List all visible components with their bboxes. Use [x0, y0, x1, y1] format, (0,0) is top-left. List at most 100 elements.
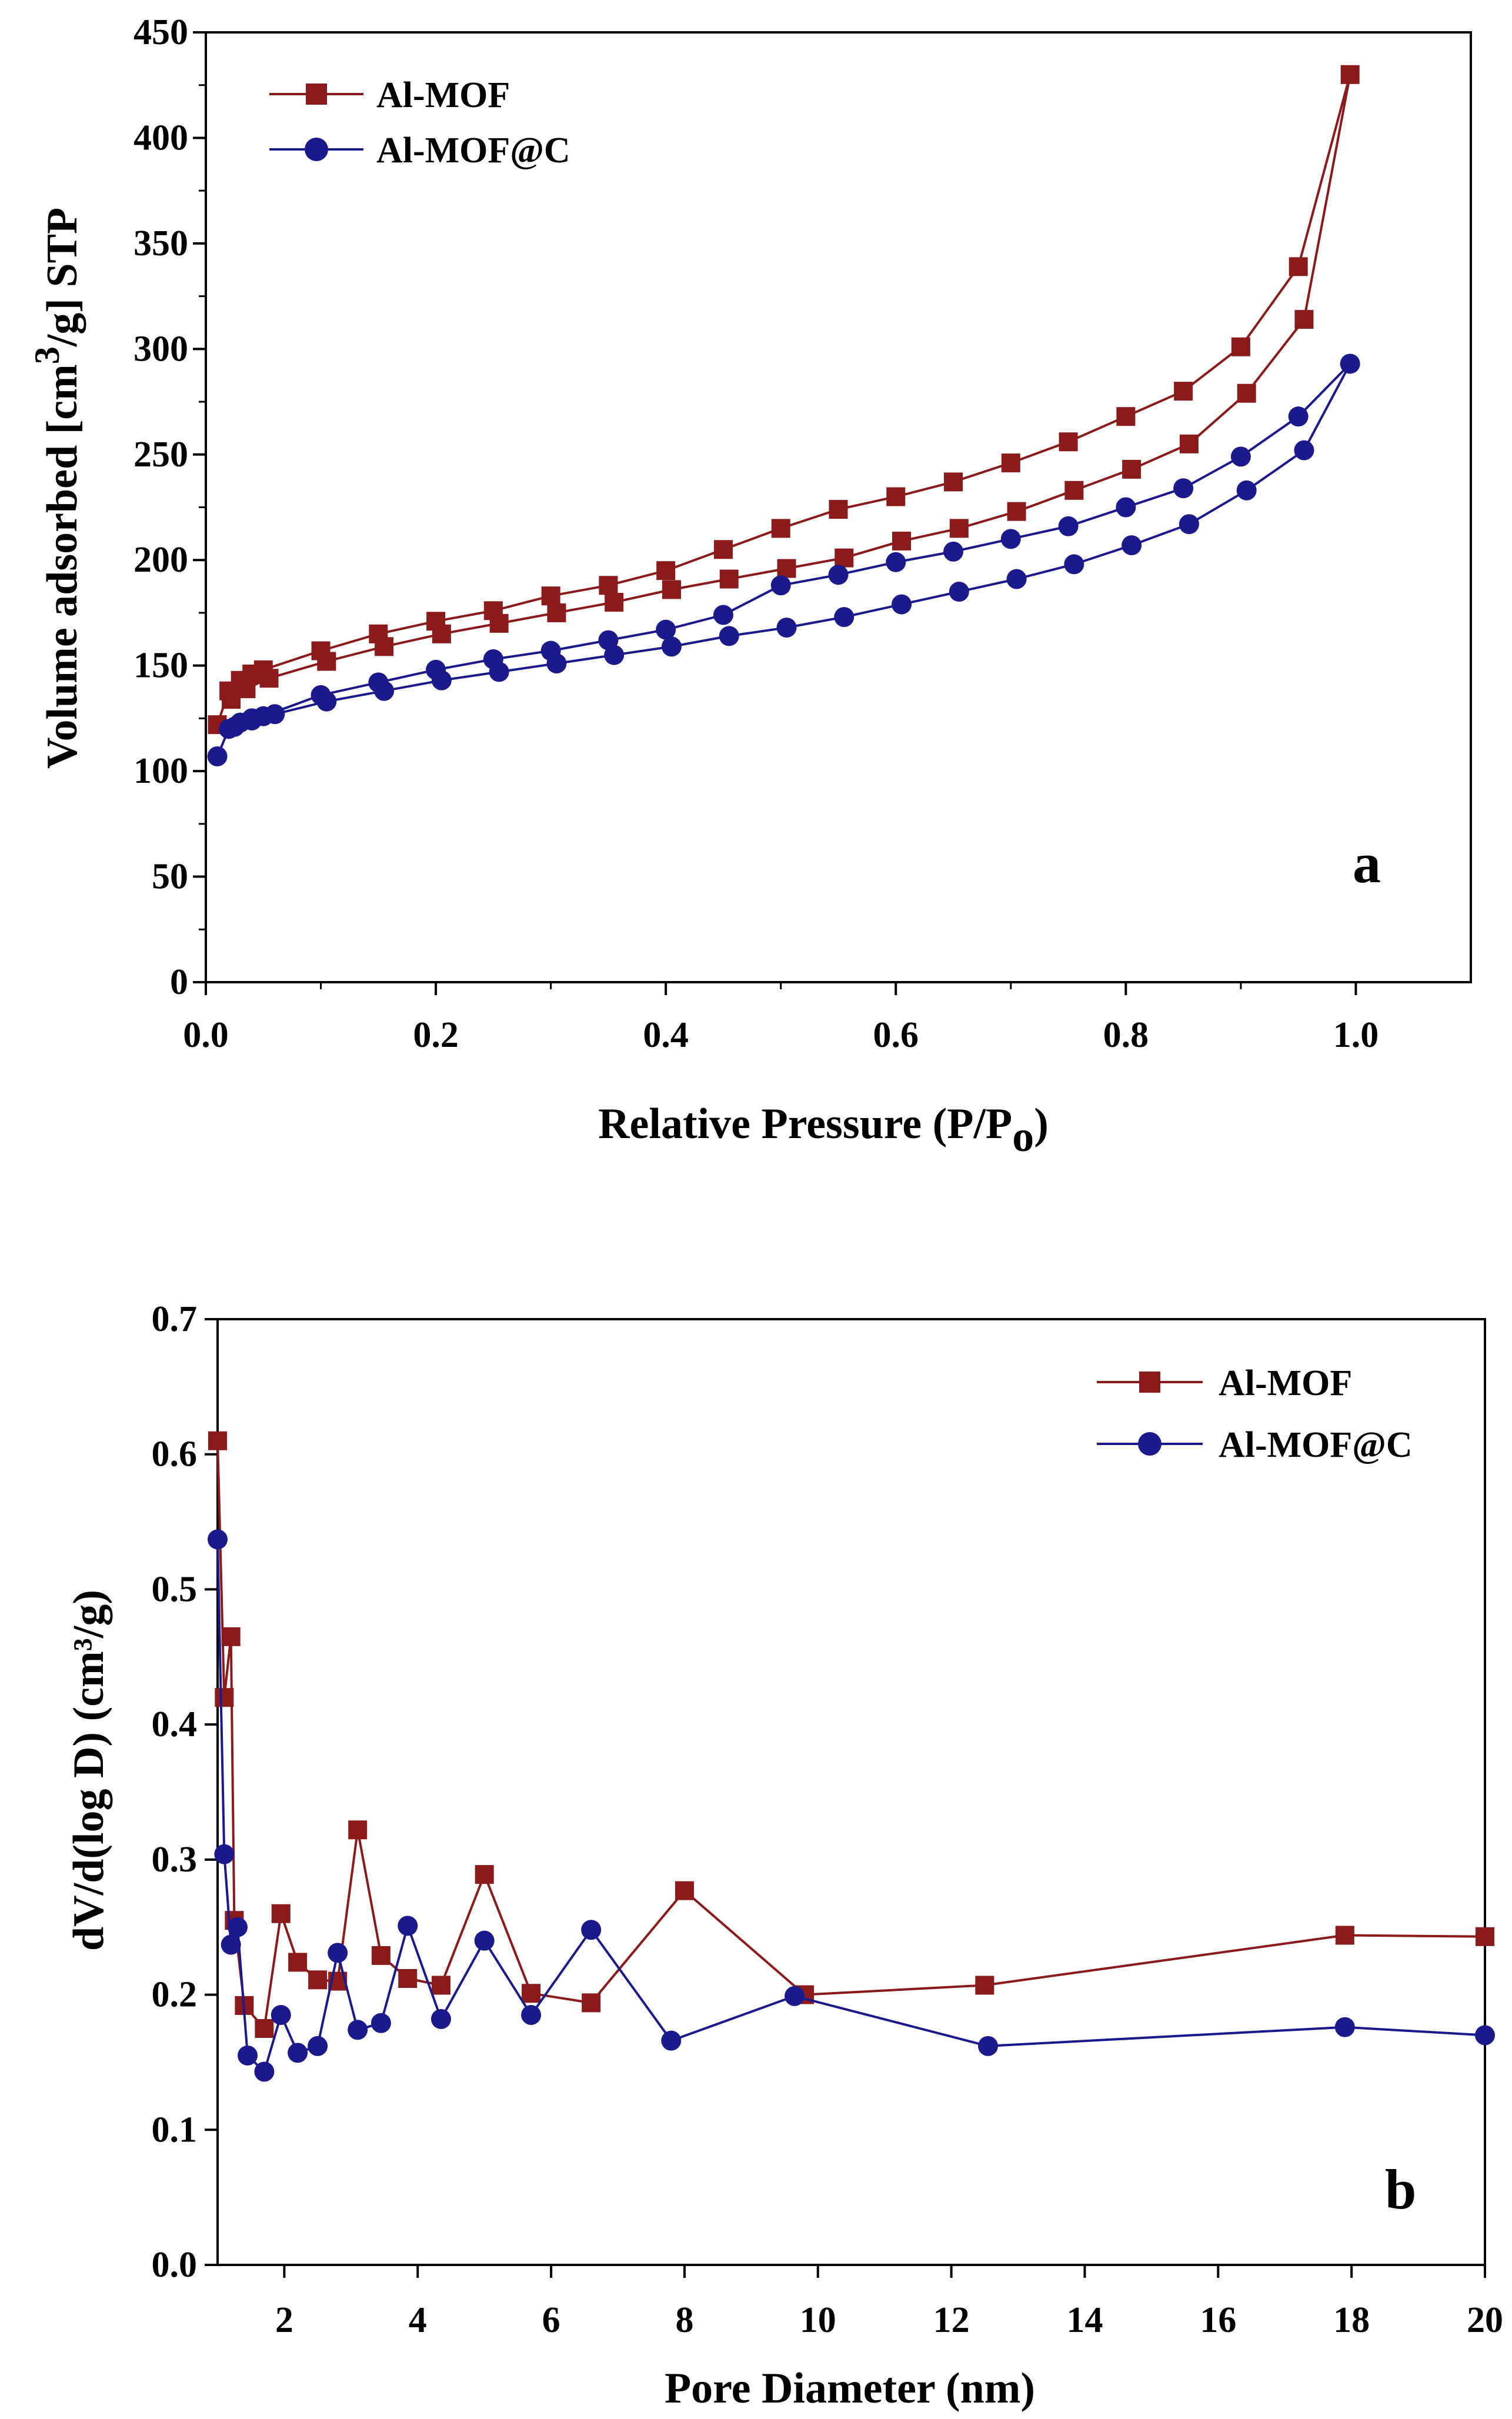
panel-b-tick-labels: 2 4 6 8 10 12 14 16 18 20 0.0 0.1 0.2 0.3 0.4 0.5 0.6 0.7	[152, 1299, 1504, 2340]
a-point-al-mof-c	[834, 607, 855, 628]
a-point-al-mof-c	[1230, 446, 1251, 467]
a-point-al-mof-c	[1236, 480, 1257, 501]
a-point-al-mof	[777, 559, 796, 578]
a-point-al-mof-c	[1000, 529, 1021, 549]
b-point-al-mof-c	[348, 2020, 368, 2040]
panel-b-legend: Al-MOF Al-MOF@C	[1097, 1363, 1413, 1465]
panel-a-y-axis-title-sup: 3	[28, 346, 66, 364]
b-y-tick-label: 0.1	[152, 2110, 198, 2150]
a-point-al-mof	[259, 669, 279, 688]
b-point-al-mof-c	[430, 2008, 451, 2029]
panel-a-y-axis-title-main: Volume adsorbed [cm	[38, 364, 86, 769]
a-point-al-mof-c	[713, 605, 733, 625]
a-point-al-mof-c	[374, 680, 395, 701]
b-point-al-mof	[208, 1431, 227, 1450]
a-point-al-mof-c	[316, 691, 337, 712]
b-point-al-mof-c	[521, 2005, 542, 2026]
a-x-tick-label: 0.4	[643, 1015, 689, 1055]
b-x-tick-label: 4	[409, 2300, 427, 2340]
a-point-al-mof-c	[224, 716, 245, 737]
b-point-al-mof	[1476, 1927, 1494, 1946]
b-point-al-mof	[221, 1627, 241, 1646]
b-point-al-mof-c	[208, 1529, 228, 1550]
a-x-tick-label: 0.2	[413, 1015, 459, 1055]
panel-b-x-axis-title: Pore Diameter (nm)	[665, 2364, 1035, 2413]
b-point-al-mof-c	[238, 2045, 258, 2066]
panel-a-tick-labels: 0.0 0.2 0.4 0.6 0.8 1.0 0 50 100 150 200 250 300 350 4…	[133, 12, 1379, 1055]
a-point-al-mof-c	[1064, 554, 1084, 575]
panel-b-y-axis-title: dV/d(log D) (cm³/g)	[65, 1590, 113, 1951]
panel-a-x-axis-title-sub: o	[1012, 1113, 1034, 1161]
b-x-tick-label: 20	[1467, 2300, 1503, 2340]
b-point-al-mof-c	[398, 1916, 418, 1936]
b-y-tick-label: 0.5	[152, 1569, 198, 1609]
b-x-tick-label: 10	[800, 2300, 836, 2340]
panel-a-x-axis-title: Relative Pressure (P/Po)	[598, 1100, 1049, 1161]
b-point-al-mof	[288, 1953, 308, 1972]
a-point-al-mof	[222, 690, 241, 709]
a-point-al-mof-c	[489, 662, 509, 682]
a-point-al-mof-c	[828, 565, 849, 585]
b-point-al-mof-c	[661, 2030, 682, 2051]
b-point-al-mof	[975, 1976, 994, 1995]
a-y-tick-label: 350	[133, 223, 188, 263]
b-point-al-mof	[475, 1865, 494, 1884]
b-point-al-mof-c	[978, 2036, 999, 2056]
b-y-tick-label: 0.7	[152, 1299, 198, 1339]
panel-a-legend-label-al-mof-c: Al-MOF@C	[376, 131, 570, 171]
a-point-al-mof-c	[949, 582, 969, 602]
b-point-al-mof-c	[474, 1930, 495, 1951]
b-point-al-mof	[1335, 1926, 1354, 1945]
panel-a-ticks	[193, 31, 1357, 995]
b-y-tick-label: 0.4	[152, 1704, 198, 1744]
a-point-al-mof	[892, 531, 912, 550]
panel-a-letter: a	[1353, 832, 1381, 895]
b-x-tick-label: 12	[933, 2300, 970, 2340]
a-point-al-mof	[835, 548, 854, 568]
a-point-al-mof	[829, 500, 848, 519]
a-point-al-mof-c	[1173, 478, 1194, 499]
a-x-tick-label: 0.0	[183, 1015, 229, 1055]
a-point-al-mof	[949, 519, 969, 538]
a-point-al-mof-c	[776, 618, 797, 638]
b-y-tick-label: 0.2	[152, 1975, 198, 2015]
b-series-line-al-mof-c	[216, 1539, 1486, 2073]
b-point-al-mof-c	[1475, 2025, 1495, 2046]
a-point-al-mof-c	[1122, 535, 1142, 556]
panel-a-chart: 0.0 0.2 0.4 0.6 0.8 1.0 0 50 100 150 200 250 300 350 4…	[28, 12, 1472, 1161]
b-point-al-mof-c	[371, 2013, 391, 2033]
b-point-al-mof	[675, 1881, 694, 1900]
a-point-al-mof	[1179, 434, 1199, 453]
a-point-al-mof-c	[1294, 440, 1314, 461]
b-x-tick-label: 18	[1333, 2300, 1370, 2340]
b-point-al-mof	[398, 1969, 418, 1988]
a-x-tick-label: 0.8	[1103, 1015, 1149, 1055]
b-point-al-mof	[582, 1993, 601, 2013]
b-y-tick-label: 0.0	[152, 2245, 198, 2285]
b-point-al-mof-c	[1334, 2017, 1355, 2037]
a-point-al-mof	[886, 487, 906, 506]
a-y-tick-label: 250	[133, 435, 188, 475]
b-x-tick-label: 2	[275, 2300, 293, 2340]
b-point-al-mof-c	[328, 1943, 348, 1963]
panel-a-legend: Al-MOF Al-MOF@C	[269, 75, 570, 171]
b-point-al-mof	[371, 1946, 390, 1965]
b-x-tick-label: 14	[1066, 2300, 1103, 2340]
a-point-al-mof	[1340, 65, 1360, 84]
panel-a-series	[207, 65, 1360, 766]
a-point-al-mof	[432, 624, 451, 643]
a-y-tick-label: 150	[133, 646, 188, 686]
a-point-al-mof	[489, 613, 509, 633]
a-point-al-mof-c	[719, 626, 739, 646]
a-point-al-mof-c	[661, 636, 682, 657]
a-point-al-mof	[1064, 481, 1084, 500]
a-x-tick-label: 1.0	[1333, 1015, 1379, 1055]
b-point-al-mof-c	[308, 2036, 328, 2056]
a-point-al-mof	[1289, 257, 1308, 276]
panel-b-legend-label-al-mof-c: Al-MOF@C	[1219, 1425, 1413, 1465]
b-point-al-mof	[522, 1984, 541, 2003]
a-point-al-mof	[375, 637, 394, 656]
a-point-al-mof	[771, 519, 790, 538]
panel-b-chart: 2 4 6 8 10 12 14 16 18 20 0.0 0.1 0.2 0.3 0.4 0.5 0.6 0.7…	[65, 1299, 1503, 2413]
